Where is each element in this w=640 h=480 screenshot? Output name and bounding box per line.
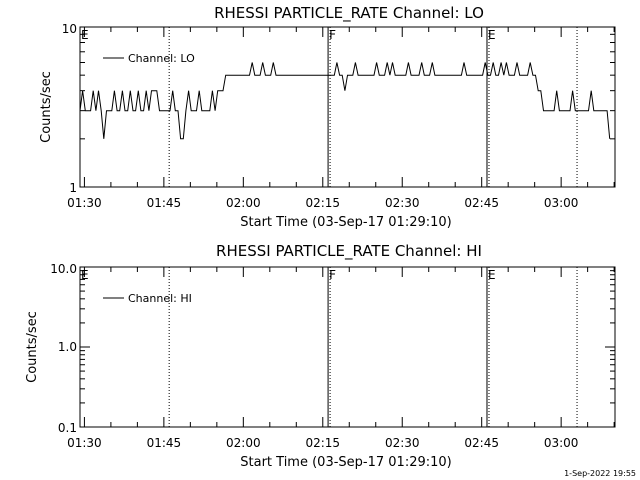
lo-y-axis-label: Counts/sec [39, 71, 54, 143]
lo-plot-frame [79, 26, 616, 188]
lo-ytick-label-1: 1 [69, 181, 77, 195]
lo-xtick-label: 02:45 [464, 196, 499, 210]
lo-legend: Channel: LO [103, 52, 195, 65]
lo-y-axis [80, 33, 615, 188]
lo-xtick-label: 02:00 [226, 196, 261, 210]
lo-marker-label-F: F [329, 28, 336, 42]
hi-xtick-label: 02:30 [385, 436, 420, 450]
hi-xtick-label: 01:45 [147, 436, 182, 450]
hi-plot-frame [79, 266, 616, 428]
hi-xtick-label: 02:45 [464, 436, 499, 450]
lo-chart-title: RHESSI PARTICLE_RATE Channel: LO [214, 4, 484, 23]
lo-xtick-label: 01:30 [67, 196, 102, 210]
footer-timestamp: 1-Sep-2022 19:55 [564, 469, 636, 478]
hi-x-axis-label: Start Time (03-Sep-17 01:29:10) [240, 455, 451, 470]
lo-xtick-label: 02:30 [385, 196, 420, 210]
hi-ytick-label-1.0: 1.0 [58, 340, 77, 354]
lo-ytick-label-10: 10 [62, 22, 77, 36]
lo-x-axis-label: Start Time (03-Sep-17 01:29:10) [240, 215, 451, 230]
lo-marker-label-E: E [488, 28, 496, 42]
hi-xtick-label: 02:15 [305, 436, 340, 450]
hi-legend: Channel: HI [103, 292, 192, 305]
hi-chart-title: RHESSI PARTICLE_RATE Channel: HI [216, 242, 482, 261]
lo-legend-label: Channel: LO [128, 52, 195, 65]
lo-x-axis: 01:30 01:45 02:00 02:15 02:30 02:45 03:00 [67, 27, 615, 210]
hi-xtick-label: 02:00 [226, 436, 261, 450]
lo-chart: RHESSI PARTICLE_RATE Channel: LO 10 1 Co… [39, 4, 616, 230]
hi-marker-label-E: E [81, 268, 89, 282]
hi-x-axis: 01:30 01:45 02:00 02:15 02:30 02:45 03:00 [67, 267, 615, 450]
hi-legend-label: Channel: HI [128, 292, 192, 305]
hi-xtick-label: 03:00 [544, 436, 579, 450]
lo-xtick-label: 01:45 [147, 196, 182, 210]
hi-ytick-label-0.1: 0.1 [58, 421, 77, 435]
hi-ytick-label-10.0: 10.0 [50, 262, 77, 276]
hi-marker-label-F: F [329, 268, 336, 282]
lo-xtick-label: 02:15 [305, 196, 340, 210]
hi-xtick-label: 01:30 [67, 436, 102, 450]
hi-y-axis-label: Counts/sec [25, 311, 40, 383]
lo-marker-label-E: E [81, 28, 89, 42]
lo-xtick-label: 03:00 [544, 196, 579, 210]
lo-series-line [79, 62, 611, 140]
hi-chart: RHESSI PARTICLE_RATE Channel: HI 0.1 1.0… [25, 242, 616, 470]
hi-marker-label-E: E [488, 268, 496, 282]
